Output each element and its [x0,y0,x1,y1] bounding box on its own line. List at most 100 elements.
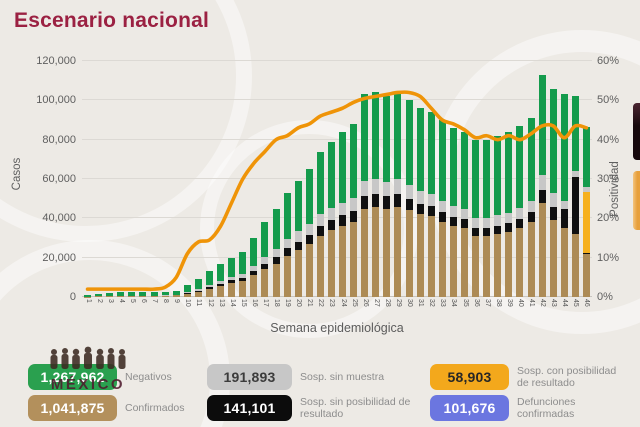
bar-segment-confirmados [383,208,391,297]
bar-segment-sosp-sin-posibilidad-de-resultado [483,227,491,237]
bar-segment-sosp-sin-posibilidad-de-resultado [571,177,579,235]
bar-segment-confirmados [405,210,413,297]
bar-segment-confirmados [494,234,502,297]
bar-segment-confirmados [316,236,324,297]
bar-segment-sosp-sin-muestra [372,179,380,194]
bar-segment-negativos [505,131,513,213]
x-tick-42: 42 [539,299,547,307]
bar-segment-sosp-sin-posibilidad-de-resultado [239,277,247,282]
x-tick-30: 30 [406,299,414,307]
bar-week-37 [483,139,491,297]
bar-segment-sosp-sin-muestra [549,192,557,207]
bar-week-36 [472,139,480,297]
stat-sosp-sin-muestra: 191,893 Sosp. sin muestra [207,364,422,390]
x-tick-19: 19 [284,299,292,307]
stat-defunciones: 101,676 Defunciones confirmadas [430,395,621,421]
bar-segment-confirmados [416,214,424,297]
bar-segment-sosp-sin-posibilidad-de-resultado [305,235,313,244]
x-tick-5: 5 [128,299,136,303]
bar-segment-sosp-sin-posibilidad-de-resultado [438,212,446,223]
x-axis-title: Semana epidemiológica [270,321,404,335]
bar-segment-sosp-sin-muestra [461,208,468,220]
bar-segment-confirmados [272,263,280,297]
bar-segment-confirmados [472,236,480,297]
y-tick-left-3: 60,000 [42,173,76,185]
bar-week-9 [172,290,180,297]
bar-week-12 [206,271,213,297]
gridline-100000 [82,99,592,101]
bar-week-34 [449,127,457,297]
x-tick-38: 38 [494,299,502,307]
bar-segment-sosp-sin-muestra [494,215,502,226]
bar-segment-sosp-sin-posibilidad-de-resultado [206,287,213,290]
y-tick-left-5: 100,000 [36,94,76,107]
bar-week-41 [527,118,535,297]
bar-segment-sosp-sin-muestra [427,193,435,206]
bar-week-22 [316,151,324,297]
y-tick-left-2: 40,000 [42,212,76,225]
stat-label-sosp-sin-posibilidad: Sosp. sin posibilidad de resultado [300,395,411,420]
y-tick-right-6: 60% [597,55,620,67]
bar-segment-sosp-sin-muestra [527,200,535,213]
bar-segment-negativos [206,271,213,286]
bar-segment-negativos [194,279,202,290]
bar-segment-negativos [150,292,158,296]
x-tick-8: 8 [162,299,170,303]
x-tick-22: 22 [317,299,325,307]
bar-segment-sosp-sin-muestra [183,292,191,294]
bar-week-17 [261,222,269,297]
bar-segment-negativos [316,151,324,215]
bar-segment-sosp-sin-posibilidad-de-resultado [549,206,557,221]
y-axis-right-ticks: 0% 10% 20% 30% 40% 50% 60% [597,55,637,303]
bar-week-14 [228,257,236,297]
bar-segment-negativos [327,141,335,208]
y-tick-right-0: 0% [597,291,613,303]
bar-segment-sosp-sin-muestra [272,249,280,258]
bar-segment-sosp-sin-posibilidad-de-resultado [339,215,347,227]
x-tick-27: 27 [372,299,380,307]
bar-segment-confirmados [538,202,546,297]
bar-segment-negativos [516,125,524,209]
x-tick-4: 4 [117,299,125,303]
bar-segment-sosp-con-posibilidad-de-resultado [582,191,590,253]
bar-week-2 [95,293,103,297]
y-tick-right-2: 20% [597,212,620,225]
stat-sosp-sin-posibilidad: 141,101 Sosp. sin posibilidad de resulta… [207,395,422,421]
bar-segment-sosp-sin-posibilidad-de-resultado [516,219,524,229]
bar-segment-negativos [305,169,313,225]
x-tick-31: 31 [417,299,425,307]
bar-segment-sosp-sin-muestra [217,280,225,284]
bar-segment-sosp-sin-muestra [582,186,590,192]
bar-segment-confirmados [161,296,169,297]
bar-week-32 [427,112,435,297]
bar-segment-sosp-sin-posibilidad-de-resultado [194,290,202,293]
stat-value-sosp-sin-posibilidad: 141,101 [207,395,292,421]
stat-value-sosp-sin-muestra: 191,893 [207,364,292,390]
bar-segment-sosp-sin-muestra [339,202,347,216]
bar-segment-sosp-sin-muestra [394,179,402,194]
stat-label-sosp-sin-muestra: Sosp. sin muestra [300,370,385,383]
gridline-0 [82,296,592,297]
bar-week-20 [294,181,302,297]
bar-segment-confirmados [571,234,579,297]
y-tick-right-1: 10% [597,251,620,264]
bar-week-46 [582,126,590,297]
bar-segment-confirmados [228,283,236,297]
bar-week-10 [183,285,191,297]
bar-segment-confirmados [438,222,446,297]
bar-segment-confirmados [527,222,535,297]
bar-segment-negativos [294,181,302,232]
bar-segment-negativos [183,285,191,293]
bar-segment-sosp-sin-posibilidad-de-resultado [250,271,258,276]
x-tick-7: 7 [151,299,159,303]
bar-segment-sosp-sin-posibilidad-de-resultado [228,280,236,284]
x-tick-23: 23 [328,299,336,307]
bar-segment-negativos [549,88,557,193]
bar-segment-sosp-sin-posibilidad-de-resultado [316,226,324,237]
x-tick-29: 29 [394,299,402,307]
bar-segment-negativos [361,94,369,181]
gridline-120000 [82,60,592,61]
bar-segment-sosp-sin-muestra [316,214,324,227]
bar-segment-negativos [272,208,280,250]
bar-segment-sosp-sin-muestra [206,285,213,288]
